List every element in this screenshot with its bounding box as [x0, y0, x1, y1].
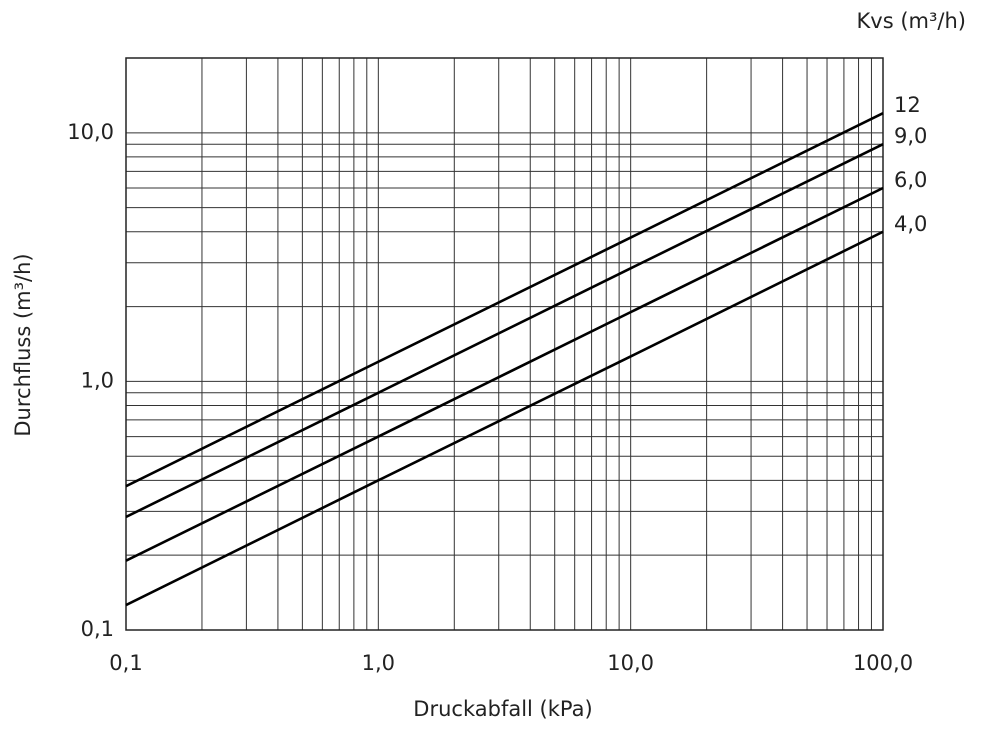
series-label: 4,0 [894, 212, 927, 236]
y-tick-label: 10,0 [67, 120, 114, 144]
series-line [125, 143, 884, 519]
series-label: 6,0 [894, 168, 927, 192]
series-line [125, 111, 884, 488]
series-label: 9,0 [894, 124, 927, 148]
y-tick-label: 0,1 [81, 617, 114, 641]
y-axis-label: Durchfluss (m³/h) [11, 253, 35, 436]
legend-title: Kvs (m³/h) [857, 9, 966, 33]
series-line [125, 230, 884, 607]
plot-frame [125, 57, 884, 631]
y-tick-label: 1,0 [81, 368, 114, 392]
x-tick-label: 1,0 [362, 651, 395, 675]
x-tick-label: 10,0 [607, 651, 654, 675]
x-tick-label: 100,0 [853, 651, 913, 675]
series-label: 12 [894, 93, 921, 117]
series-line [125, 186, 884, 562]
x-tick-label: 0,1 [109, 651, 142, 675]
x-axis-label: Druckabfall (kPa) [413, 697, 592, 721]
